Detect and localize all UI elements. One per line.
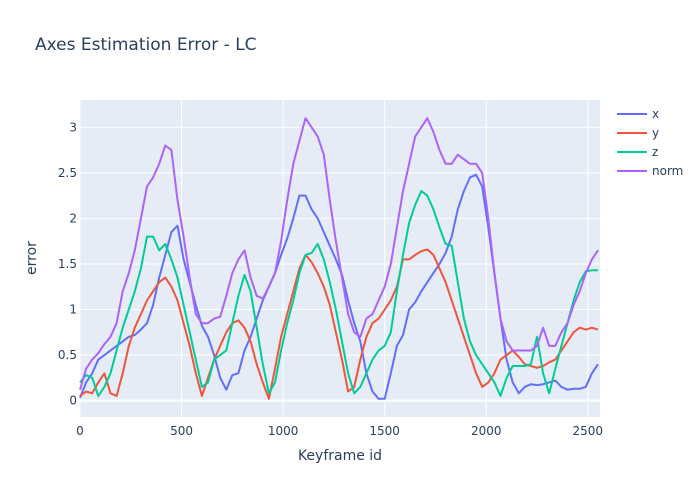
- x-axis-title: Keyframe id: [298, 448, 382, 464]
- y-tick-label: 0.5: [58, 348, 77, 362]
- legend: xyz norm: [617, 107, 683, 178]
- chart-title: Axes Estimation Error - LC: [35, 35, 257, 55]
- x-tick-label: 2000: [471, 424, 502, 438]
- legend-label-norm[interactable]: norm: [652, 164, 683, 178]
- series-line-z: [79, 190, 598, 397]
- plot-area: [80, 100, 600, 417]
- y-tick-label: 2: [69, 211, 77, 225]
- series-line-y: [79, 248, 599, 400]
- x-tick-label: 1000: [268, 424, 299, 438]
- gridlines: [79, 100, 600, 417]
- x-tick-label: 2500: [573, 424, 604, 438]
- x-axis-ticks: 0 500 1000 1500 2000 2500: [76, 424, 603, 438]
- x-tick-label: 0: [76, 424, 84, 438]
- y-tick-label: 1.5: [58, 257, 77, 271]
- y-tick-label: 2.5: [58, 166, 77, 180]
- y-tick-label: 0: [69, 394, 77, 408]
- x-tick-label: 1500: [369, 424, 400, 438]
- y-axis-title: error: [24, 241, 40, 275]
- series-lines: [79, 117, 599, 400]
- series-line-x: [79, 173, 599, 400]
- y-tick-label: 3: [69, 120, 77, 134]
- x-tick-label: 500: [170, 424, 193, 438]
- y-axis-ticks: 0 0.5 1 1.5 2 2.5 3: [58, 120, 77, 407]
- legend-label-x[interactable]: x: [652, 107, 659, 121]
- legend-label-z[interactable]: z: [652, 145, 658, 159]
- y-tick-label: 1: [69, 303, 77, 317]
- series-line-norm: [79, 117, 599, 390]
- legend-label-y[interactable]: y: [652, 126, 659, 140]
